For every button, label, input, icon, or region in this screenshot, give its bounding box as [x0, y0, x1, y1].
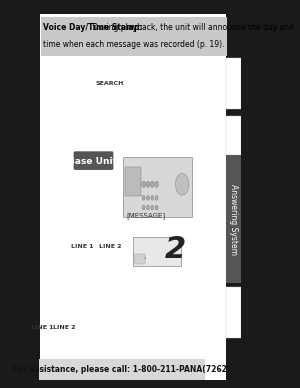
Circle shape	[176, 173, 189, 195]
Bar	[226, 116, 241, 155]
Text: For assistance, please call: 1-800-211-PANA(7262): For assistance, please call: 1-800-211-P…	[13, 365, 231, 374]
Text: NEW: NEW	[134, 257, 146, 262]
Circle shape	[142, 205, 145, 210]
Circle shape	[142, 181, 146, 187]
FancyBboxPatch shape	[74, 151, 113, 170]
Bar	[0, 0, 40, 388]
Text: 2: 2	[164, 235, 186, 264]
Text: During playback, the unit will announce the day and: During playback, the unit will announce …	[91, 23, 295, 32]
Text: SEARCH: SEARCH	[96, 81, 124, 86]
Bar	[123, 157, 192, 217]
Bar	[226, 287, 241, 338]
Text: Answering System: Answering System	[229, 184, 238, 255]
Bar	[40, 8, 226, 380]
Bar	[125, 167, 141, 196]
Text: [MESSAGE]: [MESSAGE]	[126, 212, 166, 219]
Circle shape	[142, 196, 145, 200]
Circle shape	[146, 181, 150, 187]
Circle shape	[146, 205, 149, 210]
Bar	[41, 17, 227, 56]
Circle shape	[146, 196, 149, 200]
Text: Base Unit: Base Unit	[68, 156, 117, 166]
Circle shape	[150, 181, 154, 187]
Bar	[39, 359, 205, 380]
Text: time when each message was recorded (p. 19).: time when each message was recorded (p. …	[44, 40, 225, 48]
Circle shape	[155, 181, 158, 187]
Bar	[134, 254, 145, 264]
Bar	[0, 0, 241, 14]
Circle shape	[155, 205, 158, 210]
Circle shape	[151, 196, 154, 200]
Bar	[133, 237, 181, 266]
Circle shape	[155, 196, 158, 200]
Text: Voice Day/Time Stamp:: Voice Day/Time Stamp:	[44, 23, 143, 32]
Circle shape	[151, 205, 154, 210]
Text: LINE 2: LINE 2	[98, 244, 121, 249]
Text: LINE 2: LINE 2	[53, 326, 75, 330]
Text: LINE 1: LINE 1	[31, 326, 53, 330]
Bar	[226, 155, 241, 283]
Bar	[226, 58, 241, 109]
Text: LINE 1: LINE 1	[71, 244, 93, 249]
